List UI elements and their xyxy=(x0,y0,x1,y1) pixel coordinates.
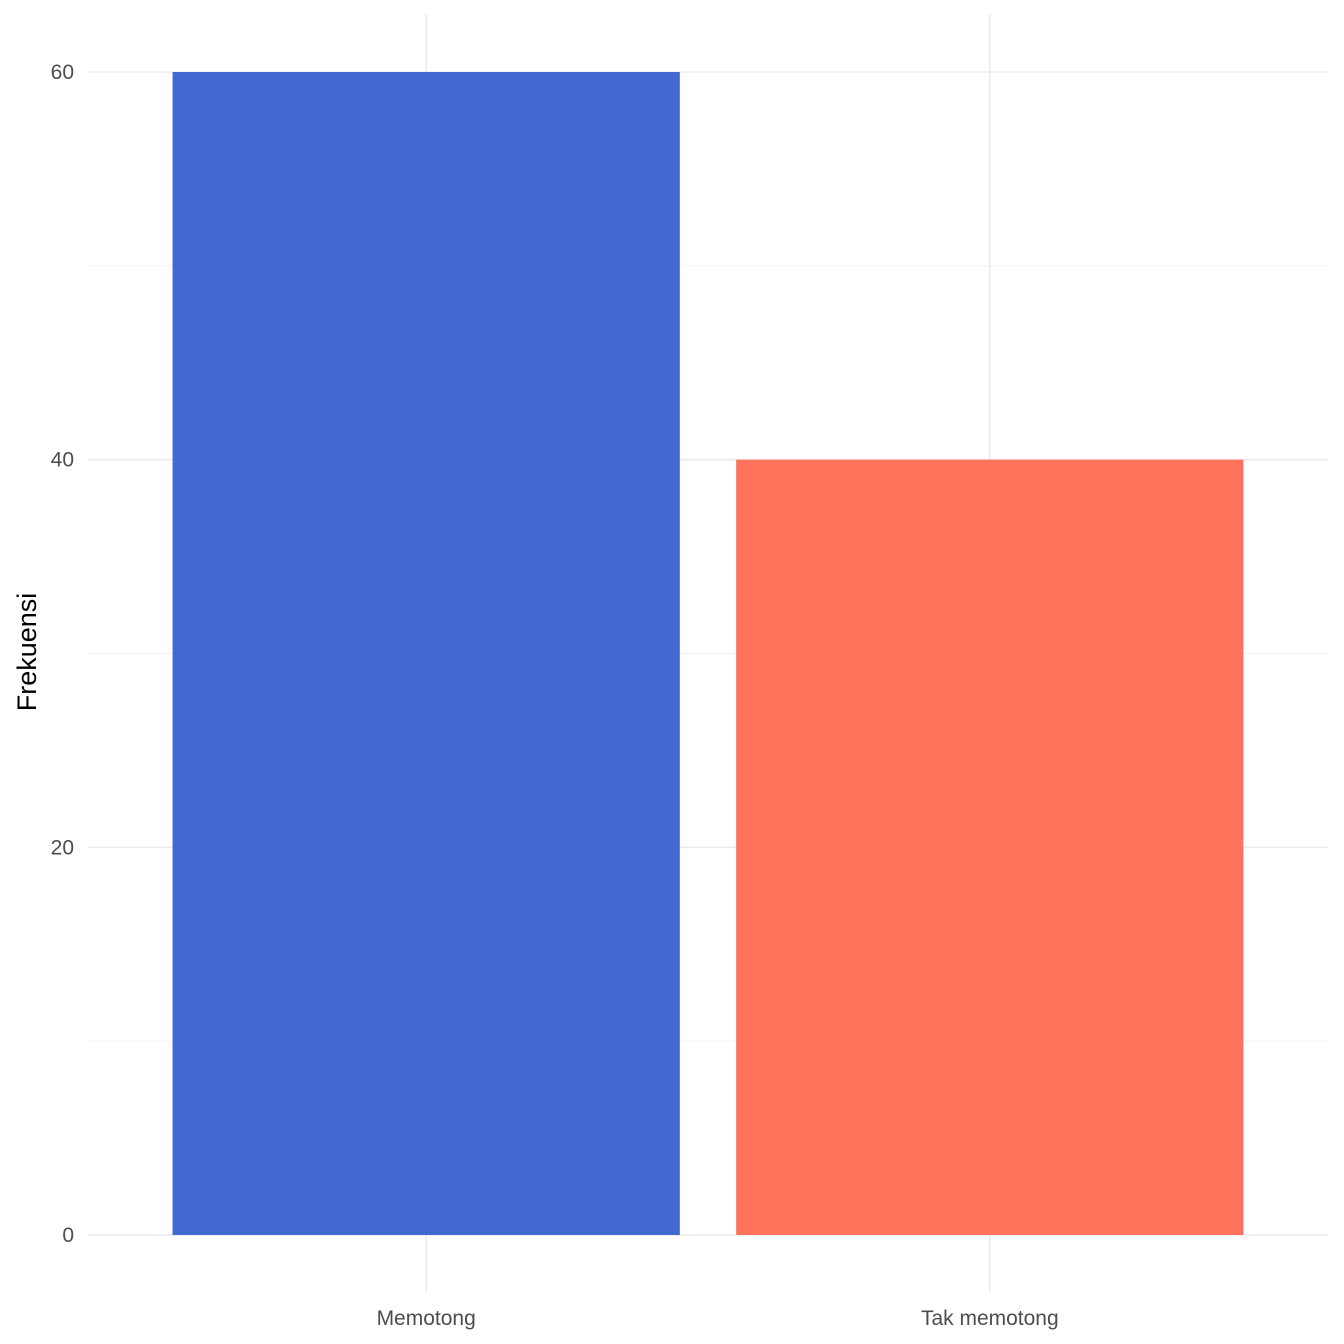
bars xyxy=(172,72,1244,1236)
y-axis-title: Frekuensi xyxy=(12,593,42,712)
y-tick-label: 60 xyxy=(51,61,74,84)
y-tick-label: 20 xyxy=(51,836,74,859)
y-tick-label: 40 xyxy=(51,449,74,472)
bar-tak-memotong xyxy=(736,459,1244,1236)
x-tick-label: Tak memotong xyxy=(921,1307,1059,1330)
y-tick-label: 0 xyxy=(62,1224,74,1247)
x-tick-label: Memotong xyxy=(377,1307,476,1330)
x-axis-tick-labels: Memotong Tak memotong xyxy=(377,1307,1059,1330)
bar-memotong xyxy=(172,72,680,1235)
y-axis-tick-labels: 0 20 40 60 xyxy=(51,61,74,1247)
